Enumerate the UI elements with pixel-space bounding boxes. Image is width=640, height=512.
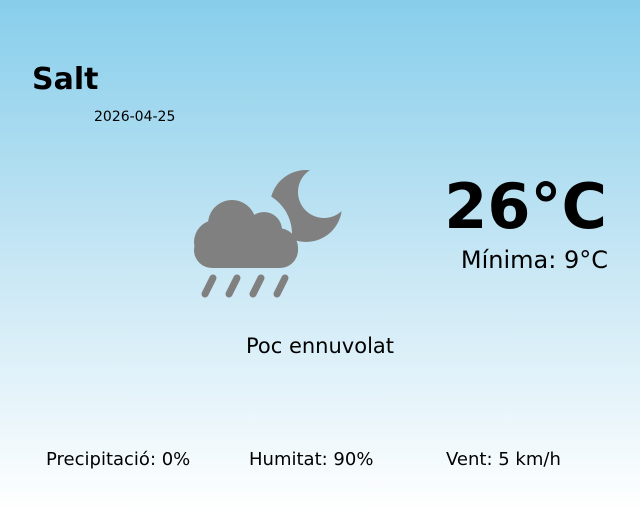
- precipitation: Precipitació: 0%: [46, 449, 191, 470]
- condition-text: Poc ennuvolat: [245, 334, 395, 358]
- minimum-temperature: Mínima: 9°C: [460, 246, 608, 274]
- date: 2026-04-25: [94, 109, 176, 125]
- wind: Vent: 5 km/h: [446, 449, 561, 470]
- current-temperature: 26°C: [444, 170, 607, 243]
- city-name: Salt: [32, 62, 99, 97]
- humidity: Humitat: 90%: [249, 449, 374, 470]
- cloud-moon-rain-icon: [194, 170, 342, 298]
